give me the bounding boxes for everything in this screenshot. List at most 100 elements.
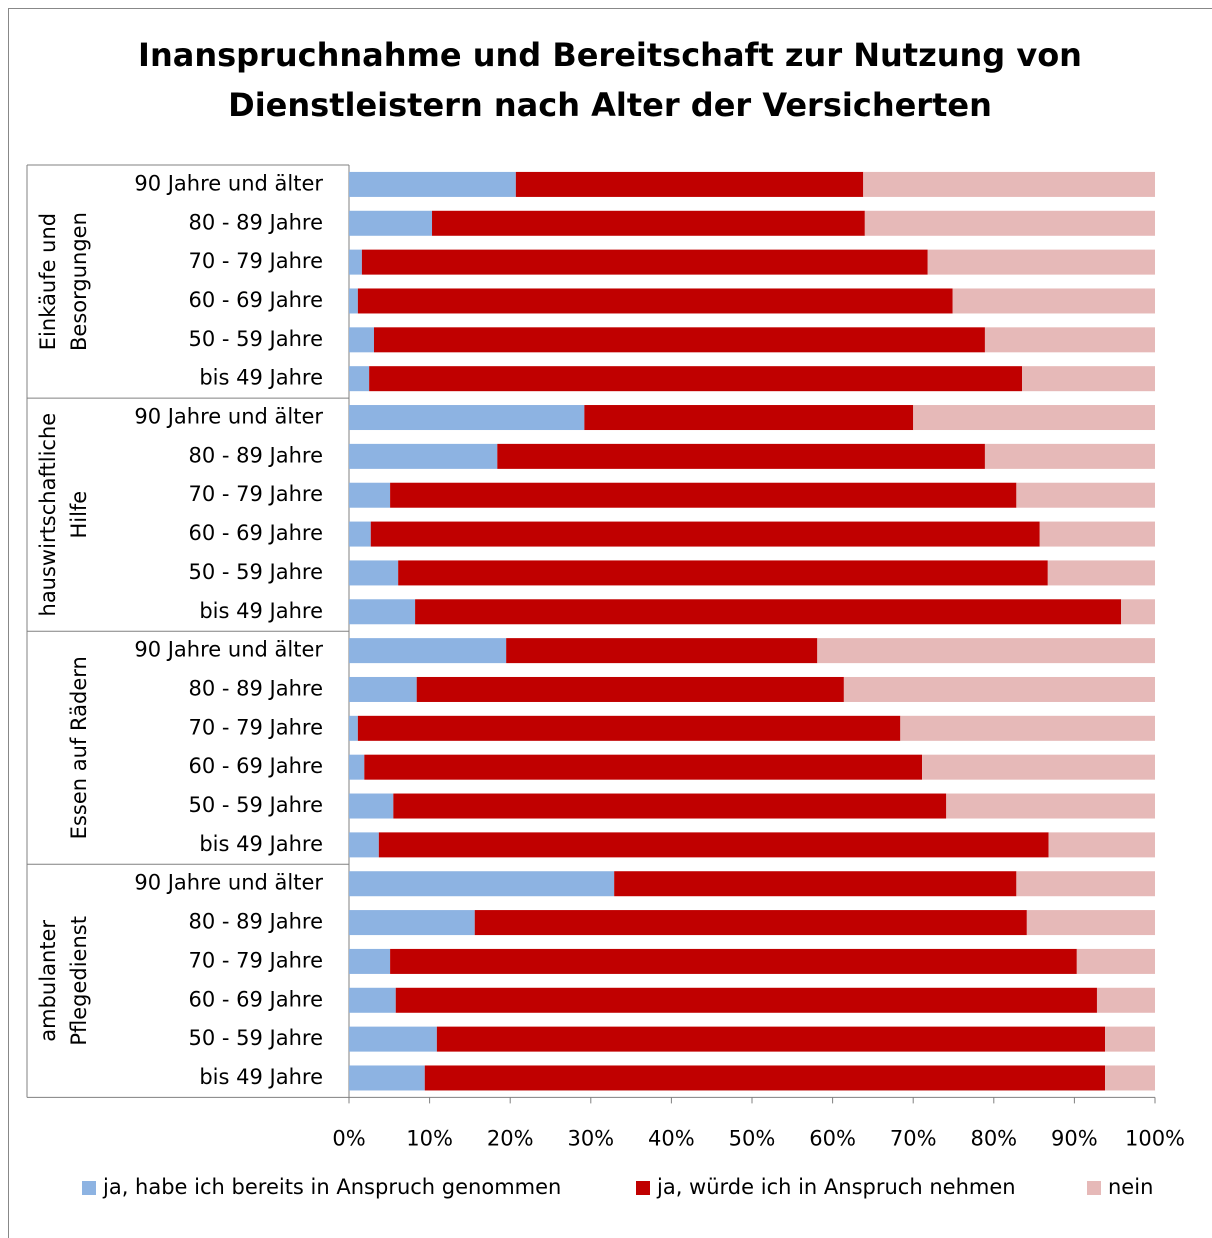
- category-label: 90 Jahre und älter: [134, 171, 323, 195]
- bar-segment: [1016, 482, 1155, 508]
- bar-segment: [415, 599, 1122, 625]
- category-label: 50 - 59 Jahre: [188, 793, 323, 817]
- bar-segment: [922, 754, 1155, 780]
- bar-segment: [1096, 987, 1155, 1013]
- bar-segment: [1105, 1065, 1155, 1091]
- bar-segment: [984, 443, 1155, 469]
- bar-segment: [357, 288, 953, 314]
- bar-segment: [373, 327, 985, 353]
- category-label: 60 - 69 Jahre: [188, 754, 323, 778]
- bar-segment: [349, 715, 358, 741]
- category-label: bis 49 Jahre: [199, 599, 323, 623]
- bar-segment: [1121, 599, 1155, 625]
- bar-segment: [900, 715, 1155, 741]
- bar-segment: [864, 210, 1155, 236]
- bar-segment: [349, 1065, 425, 1091]
- bar-segment: [349, 793, 394, 819]
- group-label: Essen auf Rädern: [67, 656, 91, 839]
- bar-segment: [817, 638, 1155, 664]
- category-label: 60 - 69 Jahre: [188, 987, 323, 1011]
- bar-segment: [349, 638, 507, 664]
- x-tick-label: 50%: [729, 1126, 776, 1150]
- bar-segment: [395, 987, 1097, 1013]
- bar-segment: [927, 249, 1155, 275]
- legend-label: ja, würde ich in Anspruch nehmen: [656, 1175, 1016, 1199]
- bar-segment: [390, 482, 1017, 508]
- x-tick-label: 40%: [648, 1126, 695, 1150]
- category-label: 60 - 69 Jahre: [188, 288, 323, 312]
- bar-segment: [349, 948, 391, 974]
- bar-segment: [474, 910, 1027, 936]
- x-tick-label: 80%: [970, 1126, 1017, 1150]
- bar-segment: [369, 366, 1023, 392]
- category-label: 80 - 89 Jahre: [188, 210, 323, 234]
- bar-segment: [370, 521, 1040, 547]
- bar-segment: [1039, 521, 1155, 547]
- bar-segment: [432, 210, 865, 236]
- legend-label: ja, habe ich bereits in Anspruch genomme…: [102, 1175, 561, 1199]
- bar-segment: [1022, 366, 1155, 392]
- bar-segment: [349, 987, 396, 1013]
- x-tick-label: 70%: [890, 1126, 937, 1150]
- legend-label: nein: [1108, 1175, 1153, 1199]
- category-label: 50 - 59 Jahre: [188, 1026, 323, 1050]
- bar-segment: [349, 910, 475, 936]
- group-label: Besorgungen: [67, 212, 91, 351]
- bar-segment: [349, 560, 399, 586]
- bar-segment: [349, 832, 379, 858]
- chart-title: Inanspruchnahme und Bereitschaft zur Nut…: [138, 36, 1082, 74]
- bar-segment: [1048, 832, 1155, 858]
- legend-swatch: [82, 1181, 96, 1195]
- bar-segment: [361, 249, 928, 275]
- bar-segment: [349, 327, 374, 353]
- bar-segment: [424, 1065, 1106, 1091]
- x-tick-label: 90%: [1051, 1126, 1098, 1150]
- bar-segment: [393, 793, 947, 819]
- category-label: 70 - 79 Jahre: [188, 948, 323, 972]
- category-label: 90 Jahre und älter: [134, 405, 323, 429]
- bar-segment: [357, 715, 901, 741]
- category-label: 80 - 89 Jahre: [188, 910, 323, 934]
- bar-segment: [843, 676, 1155, 702]
- chart-frame: [8, 8, 1212, 1238]
- category-label: bis 49 Jahre: [199, 832, 323, 856]
- bar-segment: [506, 638, 818, 664]
- x-tick-label: 60%: [809, 1126, 856, 1150]
- bar-segment: [398, 560, 1048, 586]
- category-label: 90 Jahre und älter: [134, 871, 323, 895]
- category-label: 70 - 79 Jahre: [188, 249, 323, 273]
- bar-segment: [1026, 910, 1155, 936]
- bar-segment: [913, 405, 1155, 431]
- legend-swatch: [636, 1181, 650, 1195]
- bar-segment: [349, 871, 615, 897]
- bar-segment: [1076, 948, 1155, 974]
- bar-segment: [349, 171, 516, 197]
- bar-segment: [416, 676, 844, 702]
- bar-segment: [349, 1026, 437, 1052]
- x-tick-label: 0%: [332, 1126, 365, 1150]
- bar-segment: [515, 171, 864, 197]
- bar-segment: [349, 676, 417, 702]
- bar-segment: [1105, 1026, 1155, 1052]
- category-label: 50 - 59 Jahre: [188, 327, 323, 351]
- legend-swatch: [1087, 1181, 1101, 1195]
- bar-segment: [349, 288, 358, 314]
- bar-segment: [1016, 871, 1155, 897]
- category-label: 90 Jahre und älter: [134, 638, 323, 662]
- bar-segment: [497, 443, 985, 469]
- bar-segment: [349, 210, 433, 236]
- group-label: Hilfe: [67, 491, 91, 539]
- bar-segment: [364, 754, 923, 780]
- bar-segment: [436, 1026, 1106, 1052]
- chart-title: Dienstleistern nach Alter der Versichert…: [228, 86, 992, 124]
- group-label: Pflegedienst: [67, 916, 91, 1046]
- bar-segment: [984, 327, 1155, 353]
- group-label: hauswirtschaftliche: [36, 413, 60, 617]
- category-label: bis 49 Jahre: [199, 1065, 323, 1089]
- category-label: 80 - 89 Jahre: [188, 676, 323, 700]
- bar-segment: [946, 793, 1155, 819]
- bar-segment: [349, 366, 370, 392]
- category-label: 60 - 69 Jahre: [188, 521, 323, 545]
- x-tick-label: 20%: [487, 1126, 534, 1150]
